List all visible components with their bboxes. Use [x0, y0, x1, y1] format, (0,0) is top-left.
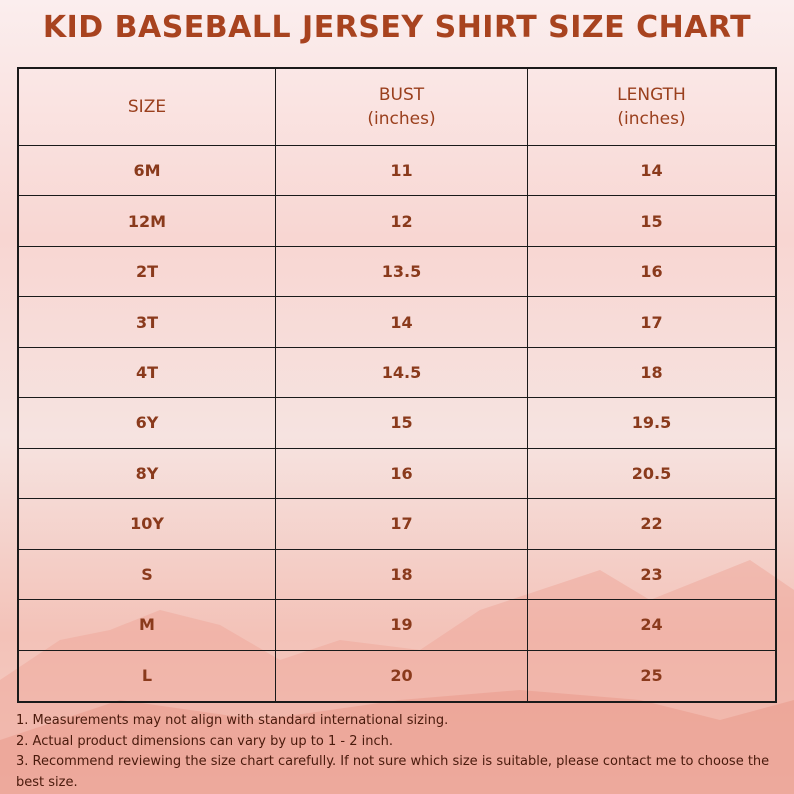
table-cell: 15 — [276, 398, 528, 449]
table-cell: 12 — [276, 196, 528, 247]
table-cell: 8Y — [19, 448, 276, 500]
notes: 1. Measurements may not align with stand… — [16, 711, 786, 793]
header-unit: (inches) — [367, 109, 436, 129]
table-cell: 16 — [276, 448, 528, 500]
table-cell: 12M — [19, 196, 276, 247]
table-cell: 20.5 — [528, 449, 775, 500]
table-cell: 6Y — [19, 398, 276, 449]
table-cell: 6M — [19, 146, 276, 197]
table-cell: 18 — [276, 549, 528, 601]
table-cell: 4T — [19, 347, 276, 399]
table-cell: 16 — [528, 247, 775, 298]
note: 2. Actual product dimensions can vary by… — [16, 733, 393, 749]
table-cell: 17 — [528, 297, 775, 348]
table-cell: 15 — [528, 196, 775, 247]
table-cell: 23 — [528, 550, 775, 601]
table-cell: 20 — [276, 650, 528, 701]
table-cell: 22 — [528, 499, 775, 550]
table-cell: 14.5 — [276, 347, 528, 399]
table-cell: 19.5 — [528, 398, 775, 449]
table-cell: S — [19, 549, 276, 601]
note: 3. Recommend reviewing the size chart ca… — [16, 754, 770, 790]
header-label: LENGTH — [617, 85, 686, 105]
table-cell: 14 — [528, 146, 775, 197]
table-cell: 19 — [276, 600, 528, 651]
table-cell: 14 — [276, 297, 528, 348]
table-cell: 10Y — [19, 499, 276, 550]
table-cell: 17 — [276, 499, 528, 550]
table-cell: L — [19, 650, 276, 701]
header-cell: SIZE — [19, 69, 276, 146]
table-cell: 25 — [640, 666, 663, 686]
table-cell: 24 — [528, 600, 775, 651]
header-cell: LENGTH (inches) — [528, 69, 775, 146]
size-table: SIZE BUST (inches) LENGTH (inches) 6M 11 14 12M 1… — [17, 67, 777, 703]
header-cell: BUST (inches) — [276, 69, 528, 146]
header-unit: (inches) — [617, 109, 686, 129]
title: KID BASEBALL JERSEY SHIRT SIZE CHART — [42, 10, 752, 45]
table-cell: 18 — [528, 348, 775, 399]
table-cell: 2T — [19, 246, 276, 298]
header-label: SIZE — [127, 97, 167, 117]
header-label: BUST — [378, 85, 425, 105]
note: 1. Measurements may not align with stand… — [16, 713, 449, 728]
table-cell: 3T — [19, 297, 276, 348]
table-cell: 11 — [276, 146, 528, 197]
table-cell: M — [19, 600, 276, 651]
table-cell: 13.5 — [276, 246, 528, 298]
